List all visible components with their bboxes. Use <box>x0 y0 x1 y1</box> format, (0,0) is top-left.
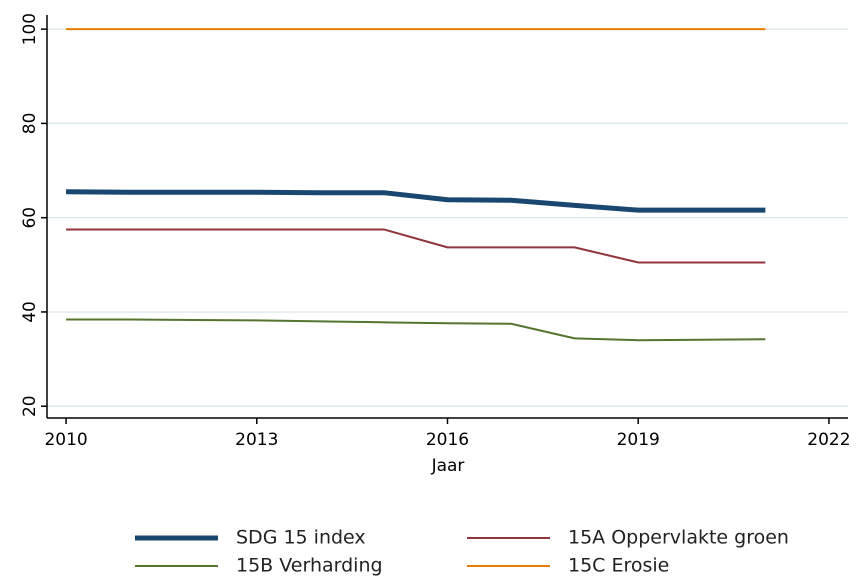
legend-text: 15C Erosie <box>568 555 669 577</box>
series-line <box>66 189 766 213</box>
series-line <box>66 228 766 264</box>
grid <box>47 28 848 407</box>
y-tick-label: 80 <box>20 113 40 135</box>
x-tick-label: 2016 <box>426 430 469 450</box>
x-tick-label: 2010 <box>44 430 87 450</box>
y-tick-label: 20 <box>20 395 40 417</box>
y-tick-label: 100 <box>20 13 40 45</box>
y-tick-label: 60 <box>20 207 40 229</box>
series-line <box>66 318 766 342</box>
x-tick-label: 2022 <box>807 430 850 450</box>
x-axis-label: Jaar <box>431 456 465 476</box>
x-tick-label: 2019 <box>617 430 660 450</box>
legend-text: 15A Oppervlakte groen <box>568 527 789 549</box>
legend-text: 15B Verharding <box>236 555 383 577</box>
y-tick-label: 40 <box>20 301 40 323</box>
legend-text: SDG 15 index <box>236 527 366 549</box>
x-tick-label: 2013 <box>235 430 278 450</box>
